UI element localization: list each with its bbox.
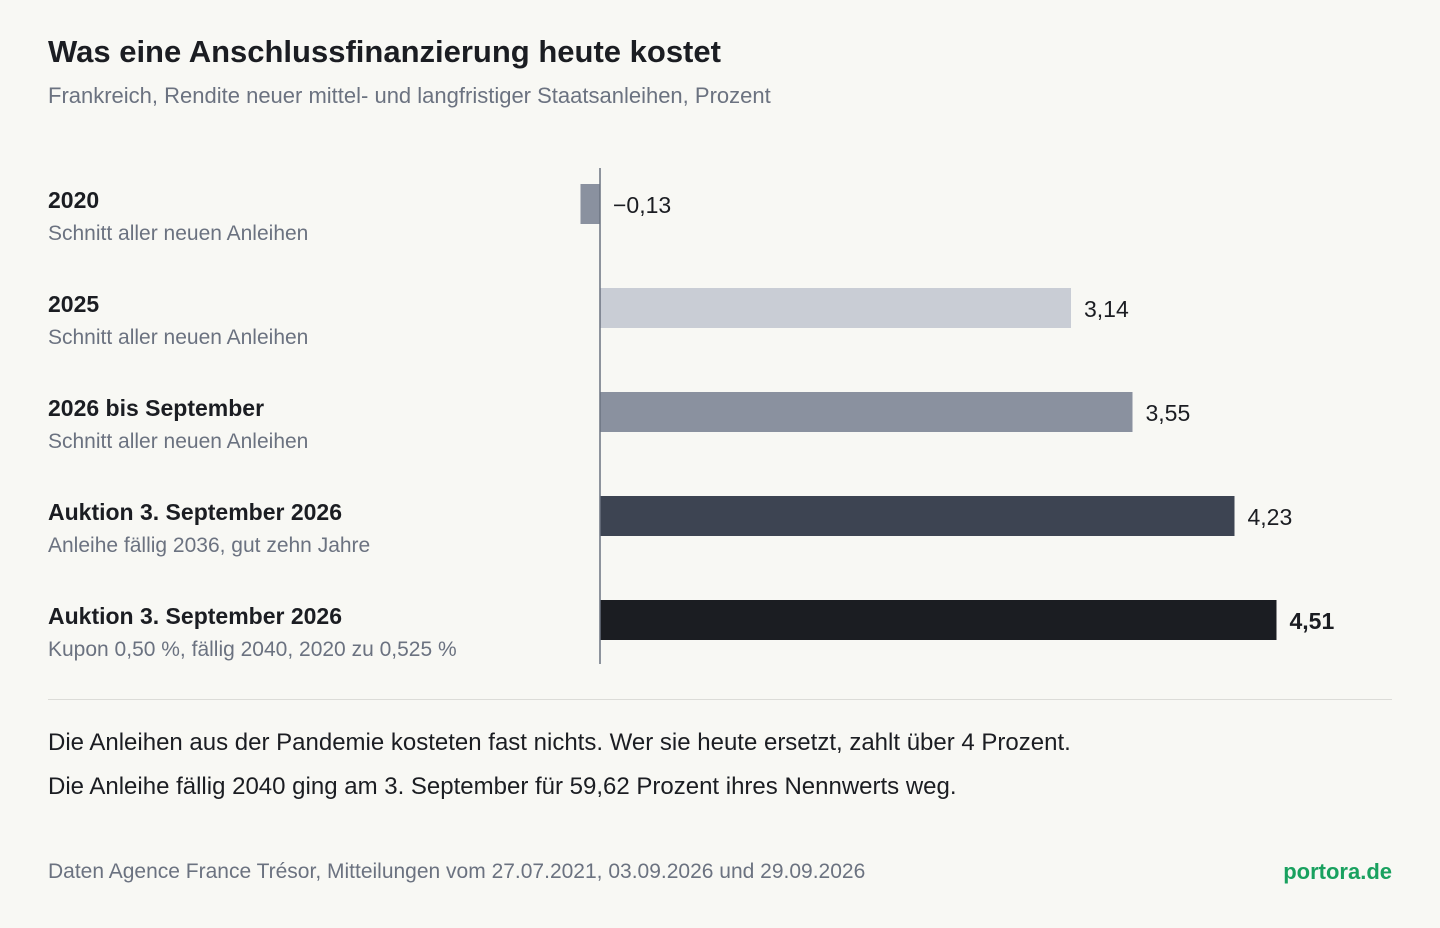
value-label: −0,13: [613, 192, 671, 218]
value-label: 3,14: [1084, 296, 1129, 322]
bar: [600, 288, 1071, 328]
bar: [600, 392, 1133, 432]
category-label: Auktion 3. September 2026: [48, 603, 342, 629]
category-sublabel: Schnitt aller neuen Anleihen: [48, 326, 308, 349]
category-label: 2025: [48, 291, 99, 317]
bar: [600, 600, 1277, 640]
category-label: 2020: [48, 187, 99, 213]
source-note: Daten Agence France Trésor, Mitteilungen…: [48, 860, 866, 883]
bar-chart: 2020 Schnitt aller neuen Anleihen −0,13 202…: [48, 168, 1335, 664]
category-sublabel: Schnitt aller neuen Anleihen: [48, 222, 308, 245]
value-label: 3,55: [1146, 400, 1191, 426]
value-label: 4,23: [1248, 504, 1293, 530]
value-label: 4,51: [1290, 608, 1335, 634]
note-line-1: Die Anleihen aus der Pandemie kosteten f…: [48, 729, 1071, 756]
bar: [600, 496, 1235, 536]
chart-subtitle: Frankreich, Rendite neuer mittel- und la…: [48, 83, 771, 108]
category-sublabel: Schnitt aller neuen Anleihen: [48, 430, 308, 453]
brand-link[interactable]: portora.de: [1283, 859, 1392, 884]
category-label: 2026 bis September: [48, 395, 264, 421]
category-sublabel: Anleihe fällig 2036, gut zehn Jahre: [48, 534, 370, 557]
category-sublabel: Kupon 0,50 %, fällig 2040, 2020 zu 0,525…: [48, 638, 457, 661]
divider: [48, 699, 1392, 700]
note-line-2: Die Anleihe fällig 2040 ging am 3. Septe…: [48, 773, 957, 800]
chart-title: Was eine Anschlussfinanzierung heute kos…: [48, 34, 721, 69]
bar: [580, 184, 600, 224]
category-label: Auktion 3. September 2026: [48, 499, 342, 525]
